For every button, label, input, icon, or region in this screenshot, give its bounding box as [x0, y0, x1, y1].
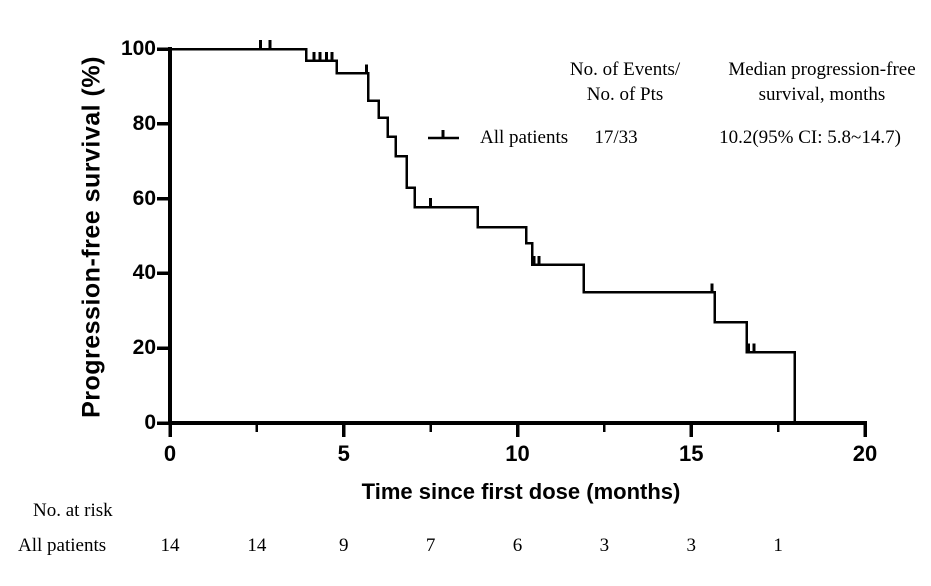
x-tick-label: 10 [505, 441, 530, 466]
risk-count: 3 [686, 535, 697, 556]
risk-count: 14 [247, 535, 267, 556]
risk-count: 9 [339, 535, 349, 556]
legend-median-header: Median progression-free survival, months [728, 57, 915, 107]
y-tick-label: 40 [132, 261, 156, 285]
risk-table-title: No. at risk [33, 500, 113, 521]
y-tick-label: 0 [144, 411, 156, 434]
km-curve-all-patients [170, 47, 797, 423]
legend-median-header-line1: Median progression-free [728, 59, 916, 80]
km-censor-marker-icon [428, 130, 459, 140]
risk-count: 14 [160, 535, 180, 556]
legend-events-header-line1: No. of Events/ [569, 59, 681, 80]
y-tick-label: 80 [132, 111, 156, 135]
x-axis-title: Time since first dose (months) [361, 479, 681, 504]
legend-events-header-line2: No. of Pts [586, 84, 664, 105]
risk-count: 7 [425, 535, 436, 556]
legend-events-value: 17/33 [594, 127, 638, 148]
x-tick-label: 0 [163, 441, 177, 466]
x-tick-label: 20 [852, 441, 878, 466]
legend-series-label: All patients [480, 127, 569, 148]
risk-count: 1 [773, 535, 783, 556]
y-tick-label: 100 [120, 37, 156, 60]
y-axis-title: Progression-free survival (%) [77, 56, 106, 418]
y-tick-label: 20 [132, 336, 156, 360]
x-tick-label: 15 [679, 441, 704, 466]
risk-count: 3 [599, 535, 610, 556]
risk-count: 6 [512, 535, 523, 556]
legend-median-value: 10.2(95% CI: 5.8~14.7) [719, 127, 901, 148]
legend-events-header: No. of Events/ No. of Pts [570, 57, 680, 107]
risk-row-label: All patients [18, 535, 107, 556]
legend-median-header-line2: survival, months [758, 84, 886, 105]
x-tick-label: 5 [337, 441, 350, 466]
y-tick-label: 60 [132, 186, 156, 210]
